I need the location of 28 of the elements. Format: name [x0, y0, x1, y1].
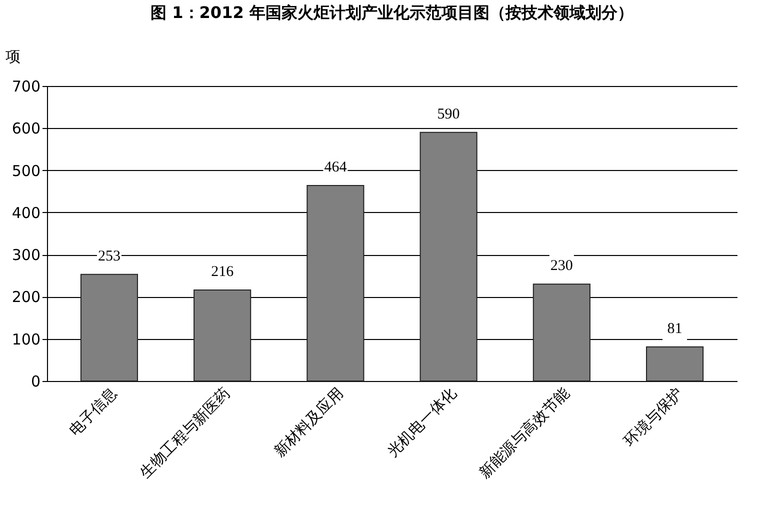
y-tick-label: 500	[12, 162, 40, 180]
y-axis-title: 项	[6, 48, 20, 66]
y-tick-label: 300	[12, 246, 40, 264]
bar	[420, 132, 478, 382]
x-tick-label: 生物工程与新医药	[136, 384, 234, 482]
y-tick-label: 0	[30, 372, 40, 390]
y-tick-label: 600	[12, 120, 40, 138]
bar	[532, 284, 590, 382]
x-tick-label: 电子信息	[65, 384, 121, 440]
bar	[646, 346, 704, 382]
y-tick-label: 100	[12, 330, 40, 348]
chart-title: 图 1：2012 年国家火炬计划产业化示范项目图（按技术领域划分）	[150, 3, 634, 22]
data-label: 81	[667, 320, 682, 337]
y-tick-label: 700	[12, 78, 40, 96]
bar	[80, 274, 138, 382]
y-tick-label: 200	[12, 288, 40, 306]
data-label: 253	[98, 248, 120, 264]
x-tick-label: 新能源与高效节能	[475, 384, 573, 482]
x-tick-label: 新材料及应用	[270, 384, 347, 460]
x-tick-label: 环境与保护	[620, 384, 686, 450]
data-label: 590	[437, 106, 460, 122]
y-tick-label: 400	[12, 204, 40, 222]
bar	[306, 184, 364, 382]
bar	[194, 289, 252, 382]
data-label: 230	[550, 258, 573, 274]
x-tick-label: 光机电一体化	[384, 384, 460, 460]
data-label: 464	[324, 159, 348, 176]
data-label: 216	[211, 264, 234, 280]
